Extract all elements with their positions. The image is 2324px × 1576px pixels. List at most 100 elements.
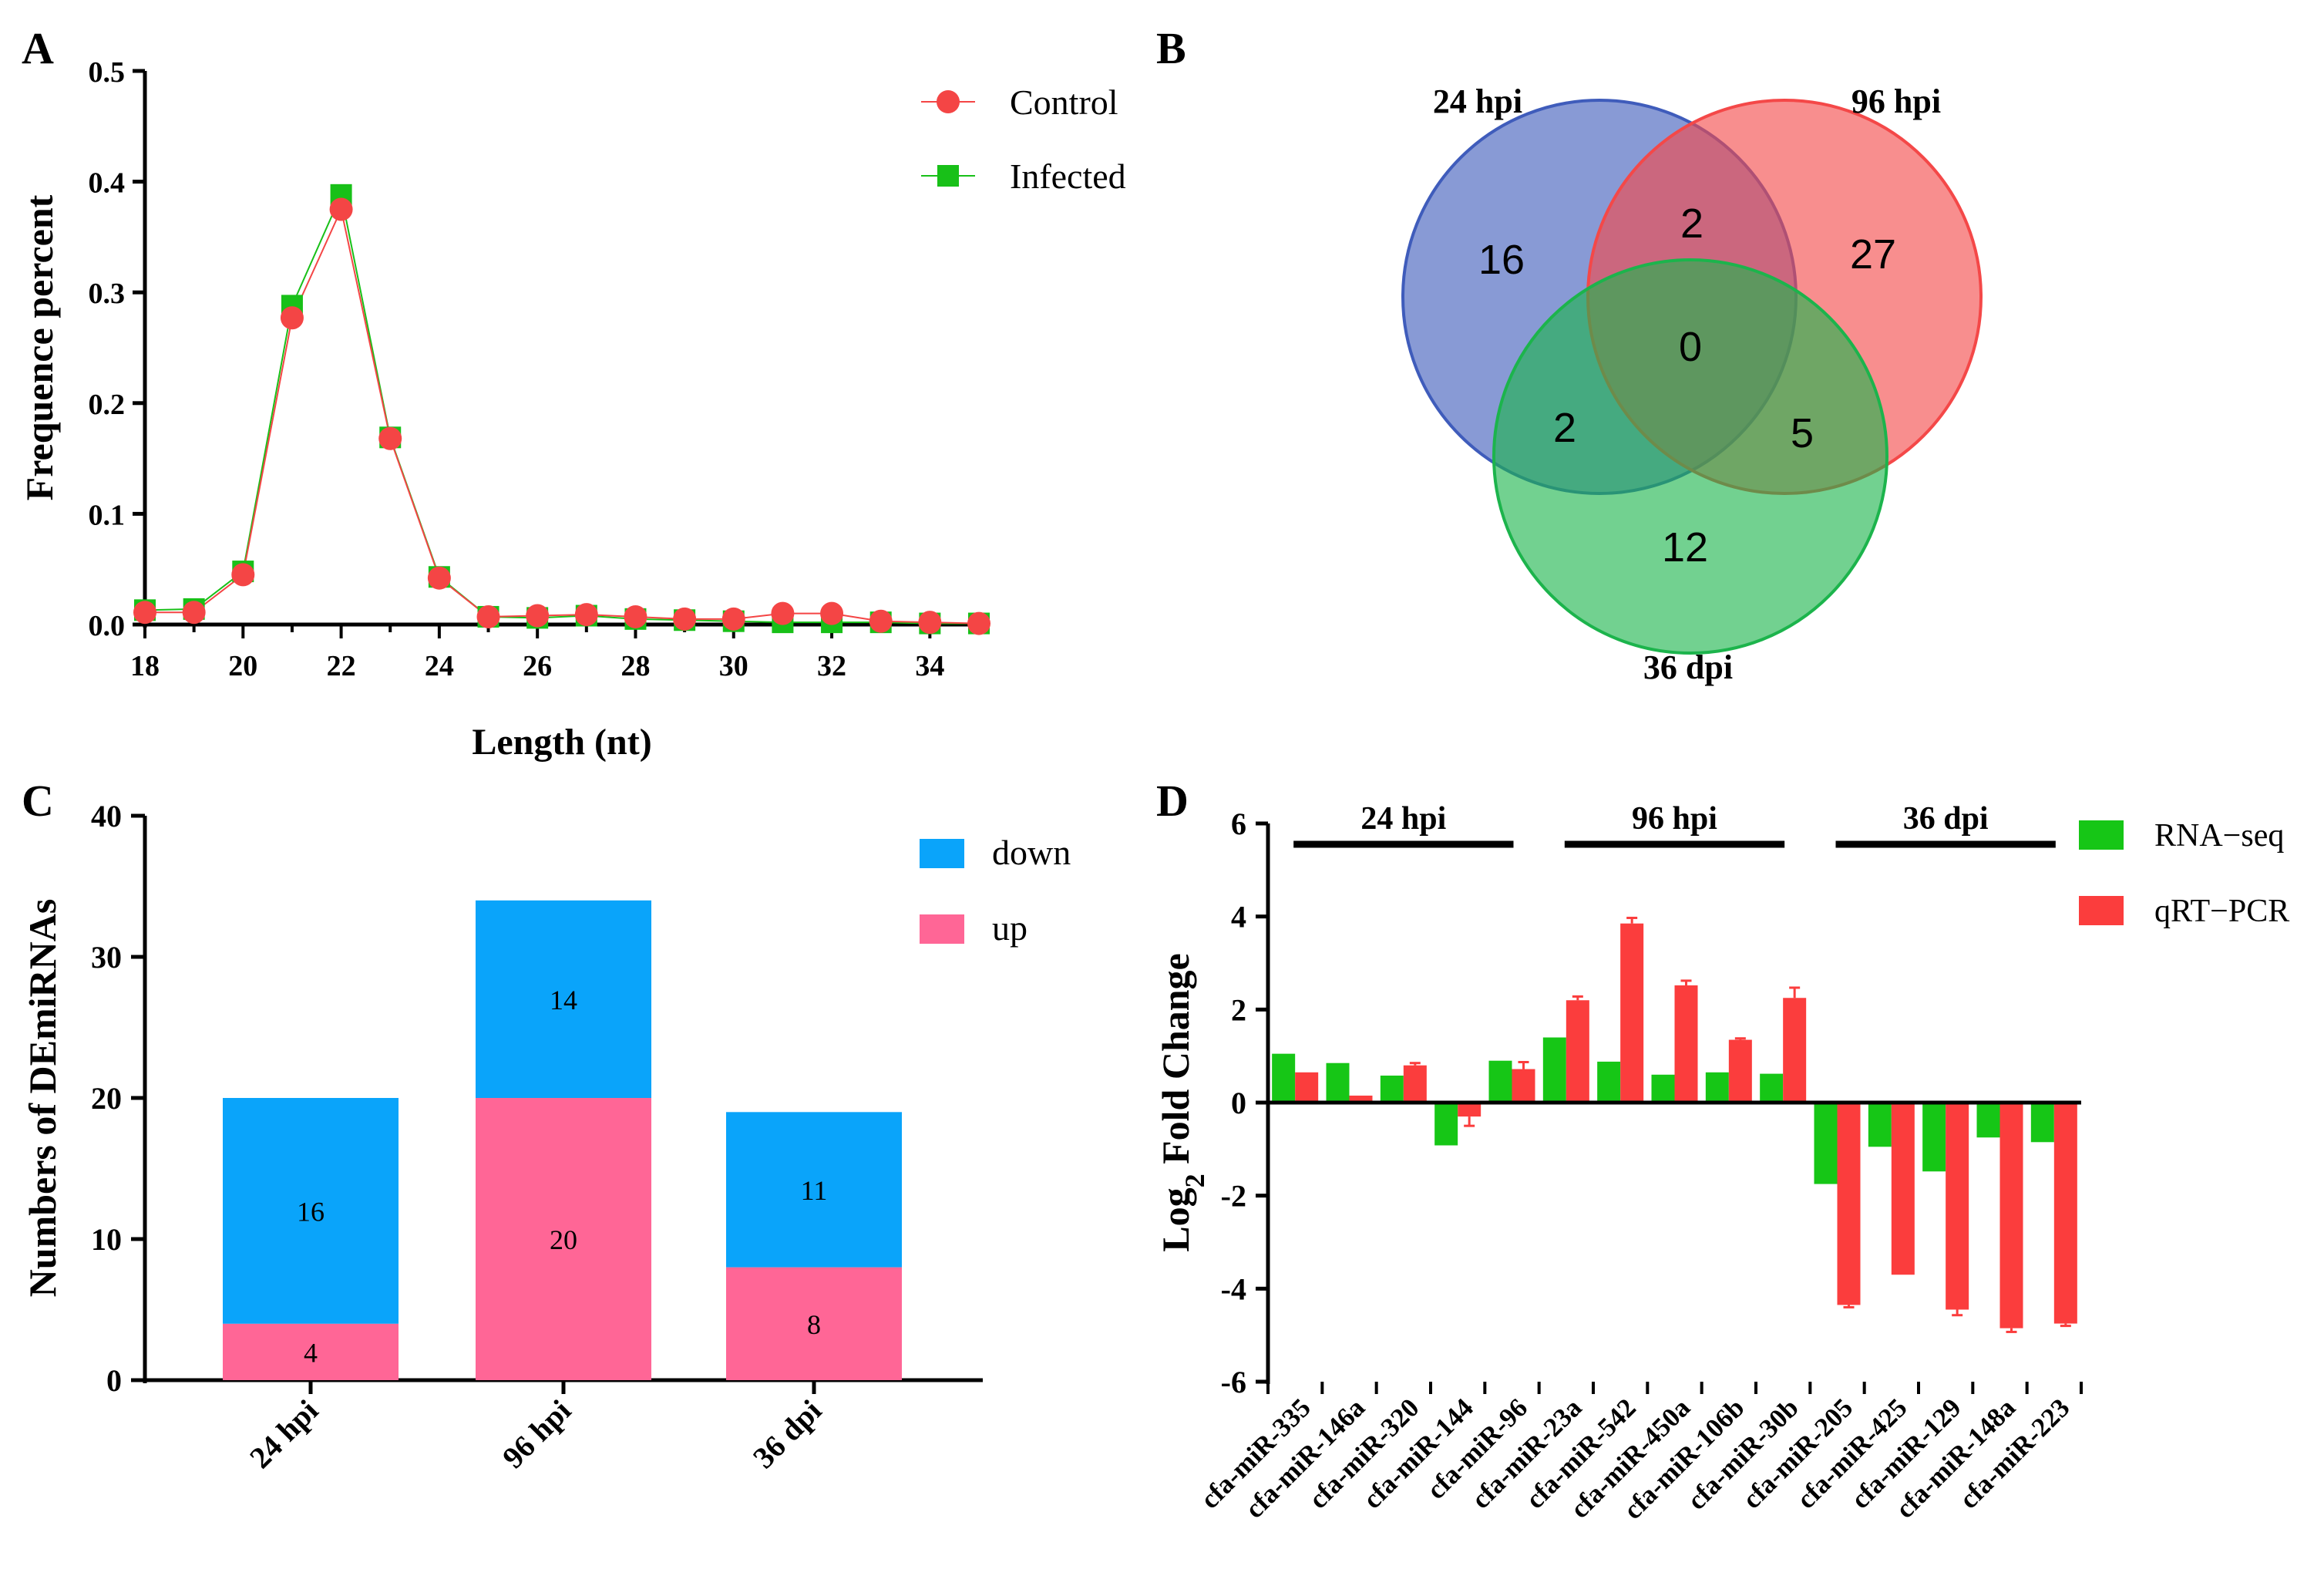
legend-label-infected: Infected	[1010, 157, 1126, 196]
legend-label-down: down	[992, 833, 1071, 872]
data-point-control	[329, 197, 353, 221]
x-tick-label: 28	[621, 650, 650, 682]
bar-qrtpcr	[1458, 1103, 1482, 1117]
x-tick-label: 34	[915, 650, 944, 682]
bar-value-label-up: 4	[304, 1337, 318, 1368]
y-axis-title: Frequence percent	[18, 194, 61, 500]
data-point-control	[526, 604, 550, 628]
bar-rnaseq	[1651, 1074, 1675, 1103]
bar-rnaseq	[1542, 1037, 1566, 1103]
venn-set-label: 24 hpi	[1433, 83, 1522, 120]
bar-qrtpcr	[1295, 1072, 1319, 1103]
series-line-infected	[144, 192, 979, 625]
legend-swatch-up	[920, 914, 964, 944]
data-point-control	[476, 604, 500, 628]
bar-rnaseq	[1976, 1103, 2000, 1138]
y-tick-label: 20	[91, 1081, 122, 1116]
venn-region-count: 12	[1662, 524, 1708, 571]
bar-rnaseq	[1868, 1103, 1892, 1147]
x-tick-label: 30	[719, 650, 748, 682]
bar-segment-down	[726, 1112, 902, 1268]
bar-value-label-down: 14	[550, 985, 577, 1015]
bar-rnaseq	[2030, 1103, 2054, 1143]
legend-label-up: up	[992, 908, 1027, 948]
x-tick-label: 22	[327, 650, 356, 682]
bar-qrtpcr	[1512, 1069, 1535, 1103]
data-point-control	[967, 611, 990, 635]
bar-segment-up	[726, 1267, 902, 1380]
panel-a-line-chart: 0.0 0.1 0.2 0.3 0.4 0.5 18 20 22 24 26 28 30 32 34 Leng…	[18, 56, 1126, 763]
group-label: 24 hpi	[1360, 801, 1446, 837]
bar-rnaseq	[1380, 1076, 1404, 1103]
data-point-control	[280, 306, 304, 330]
y-tick-label: -4	[1221, 1271, 1246, 1306]
y-tick-label: 0	[106, 1363, 122, 1398]
bar-rnaseq	[1814, 1103, 1838, 1184]
x-tick-label: 18	[130, 650, 160, 682]
venn-region-count: 2	[1680, 200, 1703, 247]
panel-label-c: C	[22, 776, 54, 826]
bar-value-label-down: 16	[297, 1196, 325, 1227]
bar-rnaseq	[1760, 1073, 1784, 1103]
x-tick-label: 20	[228, 650, 257, 682]
y-tick-label: 6	[1231, 807, 1246, 841]
venn-region-count: 0	[1679, 324, 1702, 370]
bar-rnaseq	[1488, 1060, 1512, 1103]
data-point-control	[869, 609, 893, 633]
legend-swatch-rnaseq	[2079, 820, 2124, 850]
venn-set-label: 36 dpi	[1643, 648, 1733, 686]
data-point-control	[231, 563, 255, 587]
x-tick-label: 32	[817, 650, 846, 682]
y-tick-label: 10	[91, 1222, 122, 1257]
data-point-control	[624, 604, 647, 628]
venn-region-count: 5	[1791, 410, 1814, 456]
venn-region-count: 27	[1850, 231, 1896, 278]
venn-region-count: 16	[1478, 237, 1525, 283]
y-tick-label: 0.0	[89, 610, 126, 642]
bar-rnaseq	[1597, 1061, 1621, 1103]
panel-label-d: D	[1156, 776, 1189, 826]
data-point-control	[918, 611, 942, 635]
y-tick-label: -6	[1221, 1365, 1246, 1399]
bar-qrtpcr	[1349, 1095, 1373, 1103]
data-point-control	[133, 601, 156, 625]
legend-label-qrtpcr: qRT−PCR	[2154, 894, 2289, 929]
legend-marker-infected	[937, 165, 959, 187]
x-tick-label: 96 hpi	[496, 1393, 577, 1475]
x-tick-label: 36 dpi	[746, 1393, 828, 1475]
x-axis-title: Length (nt)	[472, 722, 651, 763]
bar-qrtpcr	[2053, 1103, 2077, 1324]
legend-label-rnaseq: RNA−seq	[2154, 818, 2284, 854]
y-tick-label: 30	[91, 940, 122, 975]
bar-qrtpcr	[1783, 998, 1807, 1103]
bar-value-label-up: 20	[550, 1224, 577, 1255]
x-tick-label: 26	[523, 650, 552, 682]
y-tick-label: 4	[1231, 900, 1246, 934]
y-tick-label: 0.3	[89, 278, 126, 310]
bar-qrtpcr	[1674, 985, 1698, 1103]
y-axis-title: Numbers of DEmiRNAs	[21, 899, 64, 1298]
data-point-control	[574, 603, 598, 627]
group-label: 36 dpi	[1903, 801, 1989, 837]
bar-qrtpcr	[1620, 923, 1644, 1103]
bar-qrtpcr	[1566, 1000, 1589, 1103]
data-point-control	[673, 607, 697, 631]
panel-b-venn-diagram: 24 hpi 96 hpi 36 dpi 16 2 27 0 2 5 12	[1401, 83, 1983, 686]
legend-swatch-down	[920, 839, 964, 868]
y-tick-label: 40	[91, 799, 122, 833]
bar-value-label-up: 8	[807, 1309, 821, 1340]
y-tick-label: -2	[1221, 1179, 1246, 1214]
bar-rnaseq	[1922, 1103, 1946, 1172]
bar-qrtpcr	[1403, 1065, 1427, 1103]
bar-segment-down	[223, 1098, 399, 1324]
data-point-control	[378, 426, 402, 450]
data-point-control	[182, 601, 206, 625]
venn-circle-3	[1492, 258, 1888, 655]
bar-qrtpcr	[1891, 1103, 1915, 1275]
y-axis-title: Log2 Fold Change	[1154, 953, 1210, 1252]
y-tick-label: 0	[1231, 1086, 1246, 1120]
series-line-control	[145, 207, 980, 625]
bar-qrtpcr	[1946, 1103, 1969, 1310]
